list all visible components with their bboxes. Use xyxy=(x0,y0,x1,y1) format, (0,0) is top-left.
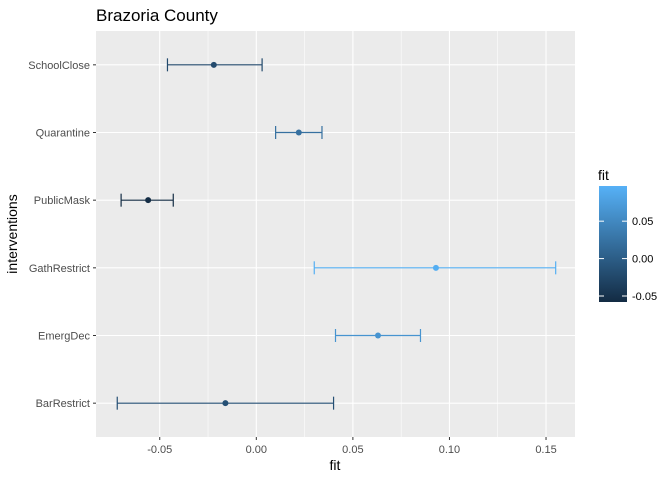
x-tick-label: 0.10 xyxy=(439,444,460,456)
chart-title: Brazoria County xyxy=(96,6,218,25)
point-schoolclose xyxy=(210,61,217,68)
legend: fit -0.05 0.00 0.05 xyxy=(598,167,657,303)
point-gathrestrict xyxy=(432,264,439,271)
x-tick-label: 0.00 xyxy=(246,444,267,456)
y-tick-label: EmergDec xyxy=(38,331,90,343)
point-emergdec xyxy=(374,332,381,339)
legend-ticks: -0.05 0.00 0.05 xyxy=(599,216,657,303)
point-publicmask xyxy=(145,197,152,204)
point-quarantine xyxy=(295,129,302,136)
x-tick-label: 0.15 xyxy=(535,444,556,456)
y-axis: BarRestrict EmergDec GathRestrict PublicMas… xyxy=(28,60,96,410)
x-axis-title: fit xyxy=(330,457,341,473)
data-points xyxy=(145,61,439,407)
legend-colorbar xyxy=(599,186,627,302)
legend-tick-label: 0.00 xyxy=(632,254,653,266)
x-axis: -0.05 0.00 0.05 0.10 0.15 xyxy=(147,437,557,456)
legend-tick-label: 0.05 xyxy=(632,216,653,228)
point-barrestrict xyxy=(222,400,229,407)
grid-lines xyxy=(96,31,575,437)
plot-panel xyxy=(96,31,575,437)
y-tick-label: GathRestrict xyxy=(29,263,90,275)
y-tick-label: SchoolClose xyxy=(28,60,90,72)
y-tick-label: BarRestrict xyxy=(36,398,90,410)
legend-tick-label: -0.05 xyxy=(632,291,657,303)
x-tick-label: 0.05 xyxy=(342,444,363,456)
y-tick-label: Quarantine xyxy=(36,128,90,140)
y-tick-label: PublicMask xyxy=(34,195,91,207)
x-tick-label: -0.05 xyxy=(147,444,172,456)
y-axis-title: interventions xyxy=(4,194,20,273)
legend-title: fit xyxy=(598,167,609,183)
